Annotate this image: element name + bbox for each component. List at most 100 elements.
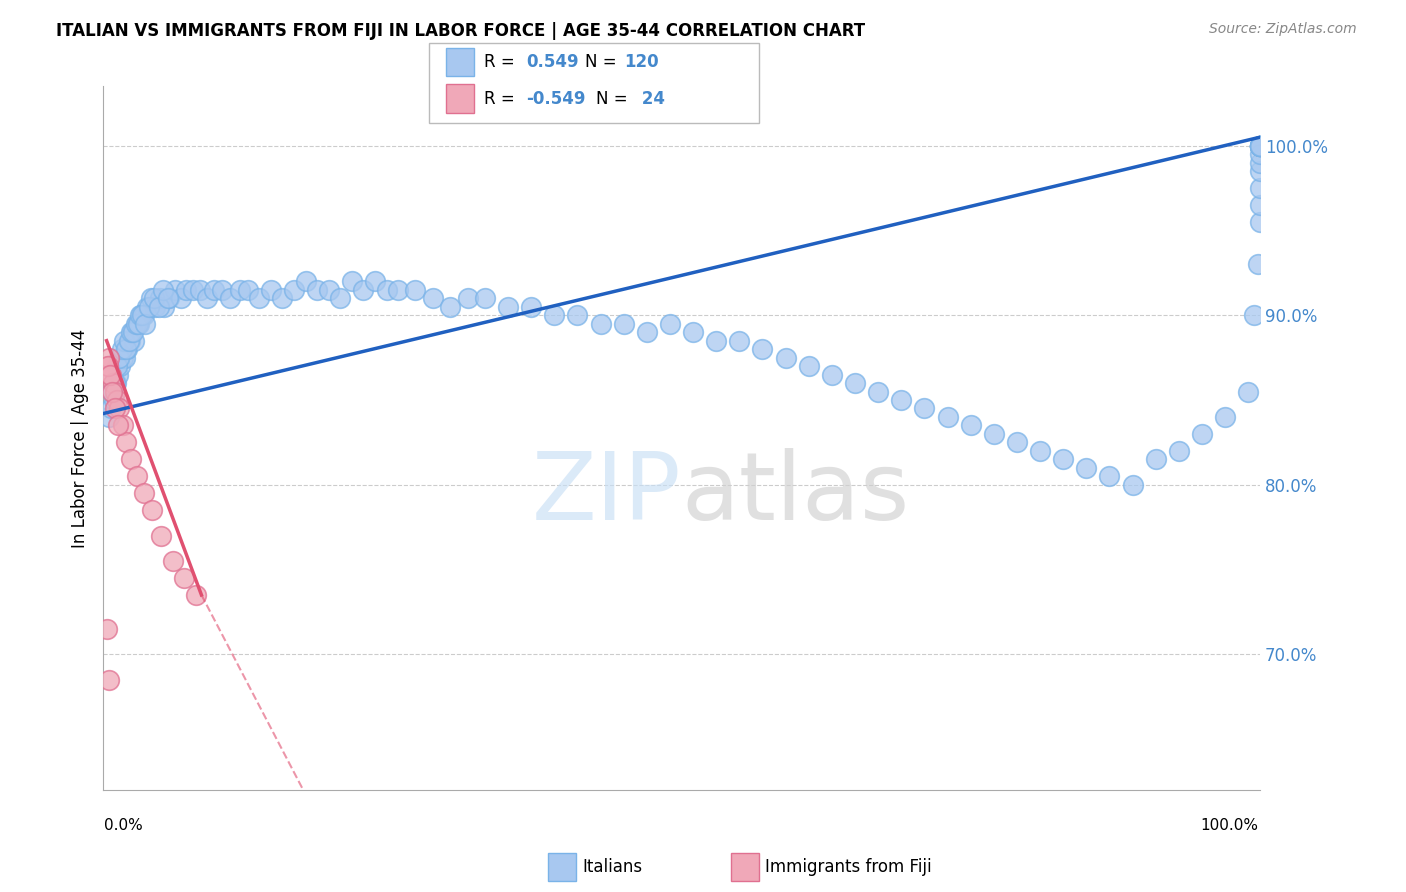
Point [1249,147,1271,161]
Point [132,308,155,322]
Point [329,291,352,305]
Point [100,401,122,416]
Point [124,317,146,331]
Point [162,554,184,568]
Point [340,274,363,288]
Text: R =: R = [484,90,520,108]
Point [439,300,461,314]
Point [1122,477,1144,491]
Text: N =: N = [585,53,621,70]
Point [111,342,134,356]
Point [219,291,242,305]
Text: ZIP: ZIP [531,449,682,541]
Point [100,368,122,382]
Point [1249,138,1271,153]
Text: atlas: atlas [682,449,910,541]
Text: Italians: Italians [582,858,643,876]
Text: N =: N = [596,90,633,108]
Point [101,376,124,390]
Point [183,283,205,297]
Point [1052,452,1074,467]
Point [122,325,145,339]
Point [1076,460,1098,475]
Point [153,300,176,314]
Point [97,359,120,373]
Text: 0.0%: 0.0% [104,818,143,833]
Point [129,308,152,322]
Point [1249,138,1271,153]
Point [141,503,163,517]
Point [1237,384,1260,399]
Point [364,274,387,288]
Point [156,291,179,305]
Point [108,401,131,416]
Point [125,469,148,483]
Point [318,283,340,297]
Point [728,334,751,348]
Point [96,622,118,636]
Point [112,334,135,348]
Text: 0.549: 0.549 [526,53,578,70]
Point [247,291,270,305]
Point [105,359,128,373]
Point [1249,138,1271,153]
Point [104,384,127,399]
Point [121,325,143,339]
Point [589,317,612,331]
Point [775,351,797,365]
Text: 100.0%: 100.0% [1201,818,1258,833]
Point [1213,409,1236,424]
Point [115,435,138,450]
Point [163,283,186,297]
Point [104,376,127,390]
Point [107,418,129,433]
Point [149,291,172,305]
Point [868,384,890,399]
Point [1249,164,1271,178]
Point [236,283,259,297]
Point [496,300,519,314]
Point [157,291,180,305]
Point [457,291,479,305]
Point [260,283,283,297]
Point [138,300,160,314]
Point [97,409,120,424]
Point [567,308,589,322]
Point [98,368,121,382]
Point [111,418,134,433]
Point [195,291,218,305]
Point [613,317,636,331]
Point [387,283,409,297]
Point [125,317,148,331]
Point [115,342,138,356]
Point [271,291,294,305]
Point [1249,138,1271,153]
Point [520,300,543,314]
Point [139,291,162,305]
Text: Immigrants from Fiji: Immigrants from Fiji [765,858,932,876]
Point [149,528,172,542]
Point [375,283,398,297]
Point [1249,138,1271,153]
Point [682,325,704,339]
Point [422,291,444,305]
Point [404,283,426,297]
Point [1249,138,1271,153]
Point [114,351,136,365]
Point [844,376,866,390]
Point [97,673,120,687]
Text: ITALIAN VS IMMIGRANTS FROM FIJI IN LABOR FORCE | AGE 35-44 CORRELATION CHART: ITALIAN VS IMMIGRANTS FROM FIJI IN LABOR… [56,22,865,40]
Point [1249,138,1271,153]
Point [1249,138,1271,153]
Point [173,571,195,585]
Point [1249,198,1271,212]
Point [474,291,496,305]
Point [132,486,155,500]
Point [211,283,233,297]
Point [105,392,128,407]
Point [704,334,727,348]
Point [131,308,153,322]
Point [1249,215,1271,229]
Point [1249,155,1271,169]
Point [307,283,329,297]
